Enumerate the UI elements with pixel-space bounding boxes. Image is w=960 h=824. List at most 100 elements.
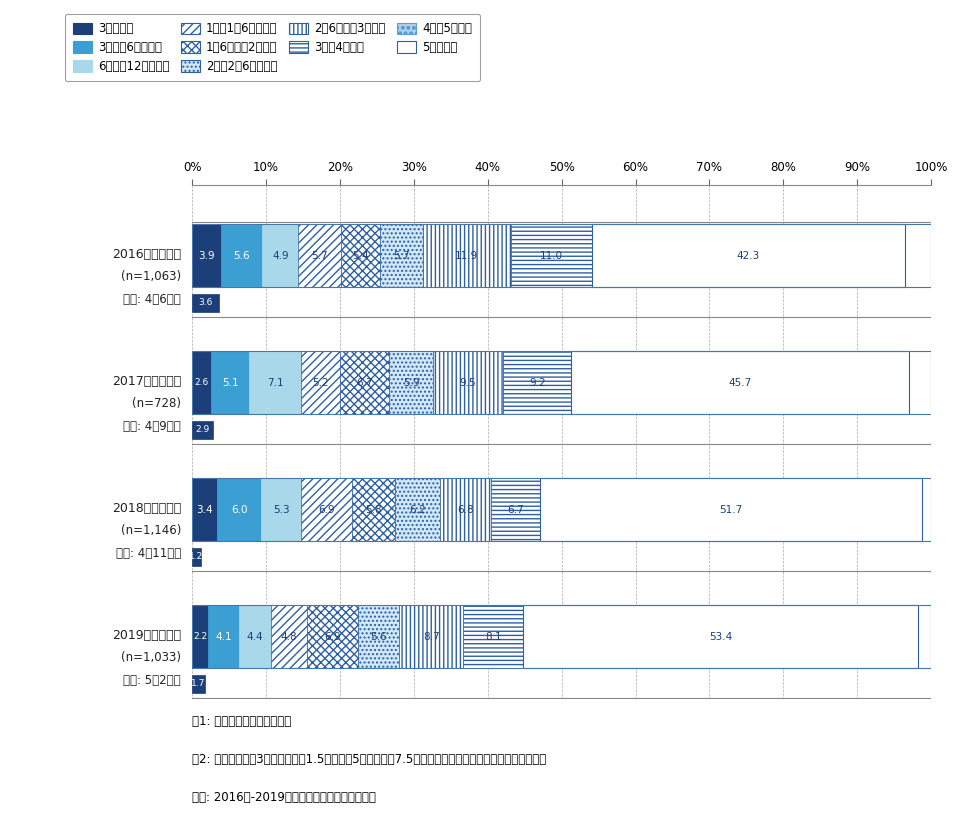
Bar bbox=[540, 479, 923, 541]
Bar bbox=[208, 606, 239, 667]
Text: 5.8: 5.8 bbox=[365, 504, 381, 514]
Bar bbox=[192, 224, 221, 287]
Bar bbox=[192, 351, 211, 414]
Bar bbox=[503, 351, 571, 414]
Text: 6.7: 6.7 bbox=[507, 504, 524, 514]
Bar bbox=[192, 421, 213, 438]
Bar bbox=[261, 479, 300, 541]
Bar bbox=[262, 224, 299, 287]
Text: (n=1,033): (n=1,033) bbox=[121, 652, 180, 664]
Text: 5.7: 5.7 bbox=[311, 250, 327, 260]
Text: 53.4: 53.4 bbox=[708, 631, 732, 642]
Text: 4.1: 4.1 bbox=[215, 631, 231, 642]
Text: 9.5: 9.5 bbox=[460, 377, 476, 387]
Text: 2019年ケータイ: 2019年ケータイ bbox=[111, 629, 180, 642]
Text: 注2: 平均値は，「3ヶ月未満」を1.5ヶ月，「5年以上」を7.5年とし，他は中間値で加重平均したもの。: 注2: 平均値は，「3ヶ月未満」を1.5ヶ月，「5年以上」を7.5年とし，他は中… bbox=[192, 753, 546, 766]
Text: 2017年ケータイ: 2017年ケータイ bbox=[111, 375, 180, 388]
Bar bbox=[192, 548, 201, 565]
Bar bbox=[192, 224, 931, 287]
Bar bbox=[192, 351, 931, 414]
Bar bbox=[192, 606, 208, 667]
Text: 6.2: 6.2 bbox=[409, 504, 426, 514]
Legend: 3ヶ月未満, 3ヶ月〜6ヶ月未満, 6ヶ月〜12ヶ月未満, 1年〜1年6ヶ月未満, 1年6ヶ月〜2年未満, 2年〜2年6ヶ月未満, 2年6ヶ月〜3年未満, 3年: 3ヶ月未満, 3ヶ月〜6ヶ月未満, 6ヶ月〜12ヶ月未満, 1年〜1年6ヶ月未満… bbox=[65, 14, 480, 82]
Bar bbox=[192, 675, 204, 692]
Text: 1.7: 1.7 bbox=[191, 679, 205, 688]
Text: 5.1: 5.1 bbox=[222, 377, 238, 387]
Bar bbox=[441, 479, 491, 541]
Text: 11.0: 11.0 bbox=[540, 250, 563, 260]
Bar bbox=[239, 606, 271, 667]
Text: 平均: 4年6ヶ月: 平均: 4年6ヶ月 bbox=[123, 293, 180, 306]
Bar bbox=[306, 606, 357, 667]
Bar bbox=[523, 606, 918, 667]
Text: 11.9: 11.9 bbox=[455, 250, 478, 260]
Bar bbox=[357, 606, 399, 667]
Bar bbox=[351, 479, 395, 541]
Bar bbox=[340, 351, 390, 414]
Bar bbox=[341, 224, 380, 287]
Bar bbox=[399, 606, 464, 667]
Text: 45.7: 45.7 bbox=[729, 377, 752, 387]
Bar bbox=[299, 224, 341, 287]
Bar bbox=[192, 479, 217, 541]
Text: 2016年ケータイ: 2016年ケータイ bbox=[111, 248, 180, 261]
Text: 注1: ケータイ所有者が回答。: 注1: ケータイ所有者が回答。 bbox=[192, 715, 291, 728]
Text: 6.8: 6.8 bbox=[457, 504, 474, 514]
Bar bbox=[422, 224, 511, 287]
Text: 4.4: 4.4 bbox=[247, 631, 263, 642]
Text: 6.9: 6.9 bbox=[324, 631, 341, 642]
Text: 6.9: 6.9 bbox=[318, 504, 334, 514]
Text: 平均: 5年2ヶ月: 平均: 5年2ヶ月 bbox=[123, 674, 180, 687]
Bar bbox=[211, 351, 249, 414]
Text: 5.4: 5.4 bbox=[352, 250, 369, 260]
Text: 5.7: 5.7 bbox=[394, 250, 410, 260]
Text: 2018年ケータイ: 2018年ケータイ bbox=[111, 502, 180, 515]
Bar bbox=[271, 606, 306, 667]
Text: 3.4: 3.4 bbox=[196, 504, 213, 514]
Text: 42.3: 42.3 bbox=[736, 250, 760, 260]
Text: 7.1: 7.1 bbox=[267, 377, 283, 387]
Text: 5.2: 5.2 bbox=[312, 377, 329, 387]
Text: 9.2: 9.2 bbox=[529, 377, 545, 387]
Text: 5.6: 5.6 bbox=[233, 250, 250, 260]
Text: 5.9: 5.9 bbox=[403, 377, 420, 387]
Bar bbox=[192, 606, 931, 667]
Text: 2.9: 2.9 bbox=[196, 425, 210, 434]
Bar bbox=[192, 294, 219, 311]
Text: 平均: 4年9ヶ月: 平均: 4年9ヶ月 bbox=[123, 420, 180, 433]
Bar bbox=[380, 224, 422, 287]
Text: 51.7: 51.7 bbox=[720, 504, 743, 514]
Bar bbox=[571, 351, 909, 414]
Bar bbox=[491, 479, 540, 541]
Text: (n=728): (n=728) bbox=[132, 397, 180, 410]
Text: 6.0: 6.0 bbox=[231, 504, 248, 514]
Text: (n=1,063): (n=1,063) bbox=[121, 270, 180, 283]
Text: 3.9: 3.9 bbox=[198, 250, 215, 260]
Bar bbox=[390, 351, 433, 414]
Text: 3.6: 3.6 bbox=[198, 298, 212, 307]
Text: 4.9: 4.9 bbox=[272, 250, 289, 260]
Text: 出所: 2016年-2019年一般向けモバイル動向調査: 出所: 2016年-2019年一般向けモバイル動向調査 bbox=[192, 791, 376, 804]
Bar bbox=[221, 224, 262, 287]
Bar bbox=[592, 224, 904, 287]
Bar bbox=[464, 606, 523, 667]
Text: 2.2: 2.2 bbox=[193, 632, 207, 641]
Bar bbox=[511, 224, 592, 287]
Text: 8.7: 8.7 bbox=[422, 631, 440, 642]
Text: 5.3: 5.3 bbox=[273, 504, 289, 514]
Text: 2.6: 2.6 bbox=[195, 378, 208, 387]
Bar bbox=[300, 479, 351, 541]
Text: 6.7: 6.7 bbox=[356, 377, 372, 387]
Text: 8.1: 8.1 bbox=[485, 631, 501, 642]
Text: 1.2: 1.2 bbox=[189, 552, 204, 561]
Bar bbox=[217, 479, 261, 541]
Bar bbox=[192, 479, 931, 541]
Bar bbox=[433, 351, 503, 414]
Bar bbox=[395, 479, 441, 541]
Text: 4.8: 4.8 bbox=[280, 631, 298, 642]
Bar bbox=[301, 351, 340, 414]
Text: 5.6: 5.6 bbox=[370, 631, 387, 642]
Text: (n=1,146): (n=1,146) bbox=[121, 524, 180, 537]
Text: 平均: 4年11ヶ月: 平均: 4年11ヶ月 bbox=[115, 547, 180, 559]
Bar bbox=[249, 351, 301, 414]
